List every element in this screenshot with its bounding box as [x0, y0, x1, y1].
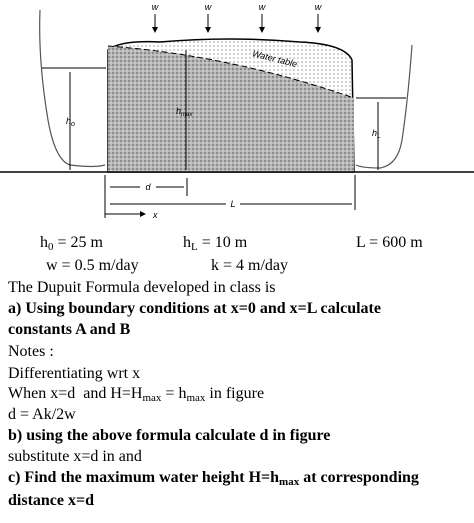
- note-line: d = Ak/2w: [8, 406, 76, 423]
- L-label: L: [230, 199, 235, 209]
- w-label: w: [315, 2, 322, 12]
- w-label: w: [259, 2, 266, 12]
- note-line: substitute x=d in and: [8, 448, 142, 465]
- hL-label: hL: [372, 128, 381, 140]
- hmax-label: hmax: [176, 106, 193, 118]
- given-h0: h0 = 25 m: [40, 234, 103, 253]
- right-bank: [355, 44, 413, 169]
- d-label: d: [145, 182, 151, 192]
- given-k: k = 4 m/day: [211, 257, 289, 274]
- left-bank: [39, 9, 106, 168]
- h0-label: ho: [66, 116, 75, 128]
- intro: The Dupuit Formula developed in class is: [8, 279, 276, 296]
- x-label: x: [152, 210, 158, 220]
- question-b: b) using the above formula calculate d i…: [8, 427, 331, 444]
- question-a: constants A and B: [8, 321, 131, 338]
- note-line: When x=d and H=Hmax = hmax in figure: [8, 385, 265, 404]
- aquifer-diagram: w w w w Water table ho hmax hL d L x: [0, 2, 474, 220]
- note-line: Differentiating wrt x: [8, 365, 141, 382]
- aquifer-saturated: [108, 46, 354, 172]
- notes: Notes :: [8, 343, 54, 360]
- question-c: c) Find the maximum water height H=hmax …: [8, 469, 419, 488]
- w-label: w: [205, 2, 212, 12]
- w-label: w: [152, 2, 159, 12]
- question-c: distance x=d: [8, 492, 95, 509]
- question-a: a) Using boundary conditions at x=0 and …: [8, 300, 381, 317]
- water-table-line: [107, 45, 355, 99]
- given-w: w = 0.5 m/day: [46, 257, 139, 274]
- given-hL: hL = 10 m: [183, 234, 248, 253]
- given-L: L = 600 m: [356, 234, 423, 251]
